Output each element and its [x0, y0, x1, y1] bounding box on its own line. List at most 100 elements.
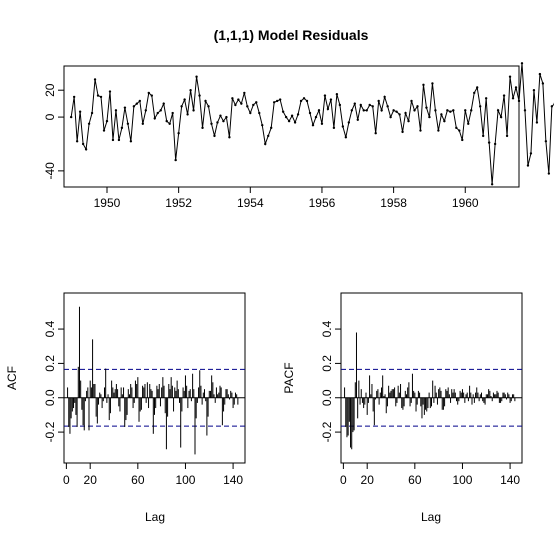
residual-point: [136, 102, 138, 104]
residual-point: [79, 111, 81, 113]
residual-point: [363, 109, 365, 111]
residual-point: [452, 109, 454, 111]
residual-point: [348, 121, 350, 123]
residual-point: [521, 62, 523, 64]
residual-point: [467, 123, 469, 125]
residual-point: [306, 100, 308, 102]
residual-point: [503, 94, 505, 96]
residual-point: [82, 143, 84, 145]
x-tick-label: 100: [452, 473, 472, 487]
residual-point: [273, 101, 275, 103]
x-tick-label: 0: [340, 473, 347, 487]
residual-point: [204, 100, 206, 102]
residual-point: [500, 116, 502, 118]
residual-point: [222, 120, 224, 122]
residual-point: [166, 120, 168, 122]
residual-point: [234, 104, 236, 106]
residual-point: [177, 132, 179, 134]
residual-point: [354, 102, 356, 104]
residual-point: [312, 124, 314, 126]
residual-point: [291, 115, 293, 117]
residual-point: [148, 92, 150, 94]
residual-point: [527, 164, 529, 166]
residual-point: [73, 96, 75, 98]
residual-point: [174, 159, 176, 161]
residual-point: [216, 121, 218, 123]
residual-point: [213, 135, 215, 137]
residual-point: [255, 101, 257, 103]
residual-point: [94, 78, 96, 80]
residual-point: [91, 112, 93, 114]
x-tick-label: 1950: [94, 196, 121, 210]
residual-point: [189, 89, 191, 91]
residual-point: [404, 112, 406, 114]
residual-point: [261, 124, 263, 126]
x-tick-label: 60: [131, 473, 145, 487]
residual-point: [342, 125, 344, 127]
residual-point: [168, 123, 170, 125]
residual-point: [542, 82, 544, 84]
residual-point: [464, 109, 466, 111]
residual-point: [446, 109, 448, 111]
residual-point: [437, 129, 439, 131]
residuals-series: [70, 62, 554, 185]
residual-point: [366, 109, 368, 111]
residual-point: [294, 121, 296, 123]
residual-point: [548, 172, 550, 174]
residual-point: [201, 127, 203, 129]
residual-point: [321, 123, 323, 125]
x-tick-label: 60: [408, 473, 422, 487]
residual-point: [267, 135, 269, 137]
residual-point: [512, 97, 514, 99]
residual-point: [285, 116, 287, 118]
residual-point: [171, 112, 173, 114]
residual-point: [145, 109, 147, 111]
residual-point: [425, 106, 427, 108]
pacf-y-axis: -0.20.00.20.4: [320, 320, 341, 442]
residual-point: [180, 105, 182, 107]
residual-point: [545, 140, 547, 142]
residual-point: [160, 109, 162, 111]
x-tick-label: 0: [63, 473, 70, 487]
residual-point: [76, 140, 78, 142]
residual-point: [327, 108, 329, 110]
residual-point: [491, 183, 493, 185]
residual-point: [476, 86, 478, 88]
residual-point: [333, 127, 335, 129]
residual-point: [186, 113, 188, 115]
y-tick-label: 0.2: [43, 355, 57, 372]
residual-point: [270, 127, 272, 129]
x-tick-label: 1960: [452, 196, 479, 210]
residual-point: [252, 104, 254, 106]
residual-point: [413, 109, 415, 111]
y-tick-label: 0.4: [320, 320, 334, 337]
residual-point: [443, 120, 445, 122]
y-tick-label: 0.0: [43, 389, 57, 406]
residual-point: [357, 119, 359, 121]
residual-point: [395, 111, 397, 113]
residual-point: [434, 109, 436, 111]
residual-point: [88, 123, 90, 125]
acf-bars: [68, 307, 238, 455]
residual-point: [258, 112, 260, 114]
residual-point: [297, 113, 299, 115]
residual-point: [494, 143, 496, 145]
residual-point: [488, 141, 490, 143]
x-tick-label: 140: [223, 473, 243, 487]
pacf-y-axis-label: PACF: [282, 362, 296, 393]
residual-point: [461, 139, 463, 141]
x-tick-label: 1954: [237, 196, 264, 210]
residual-point: [389, 116, 391, 118]
residual-point: [369, 104, 371, 106]
residual-point: [530, 152, 532, 154]
residual-point: [431, 82, 433, 84]
y-tick-label: 0: [43, 113, 57, 120]
residual-point: [345, 136, 347, 138]
residual-point: [163, 102, 165, 104]
residual-point: [440, 113, 442, 115]
